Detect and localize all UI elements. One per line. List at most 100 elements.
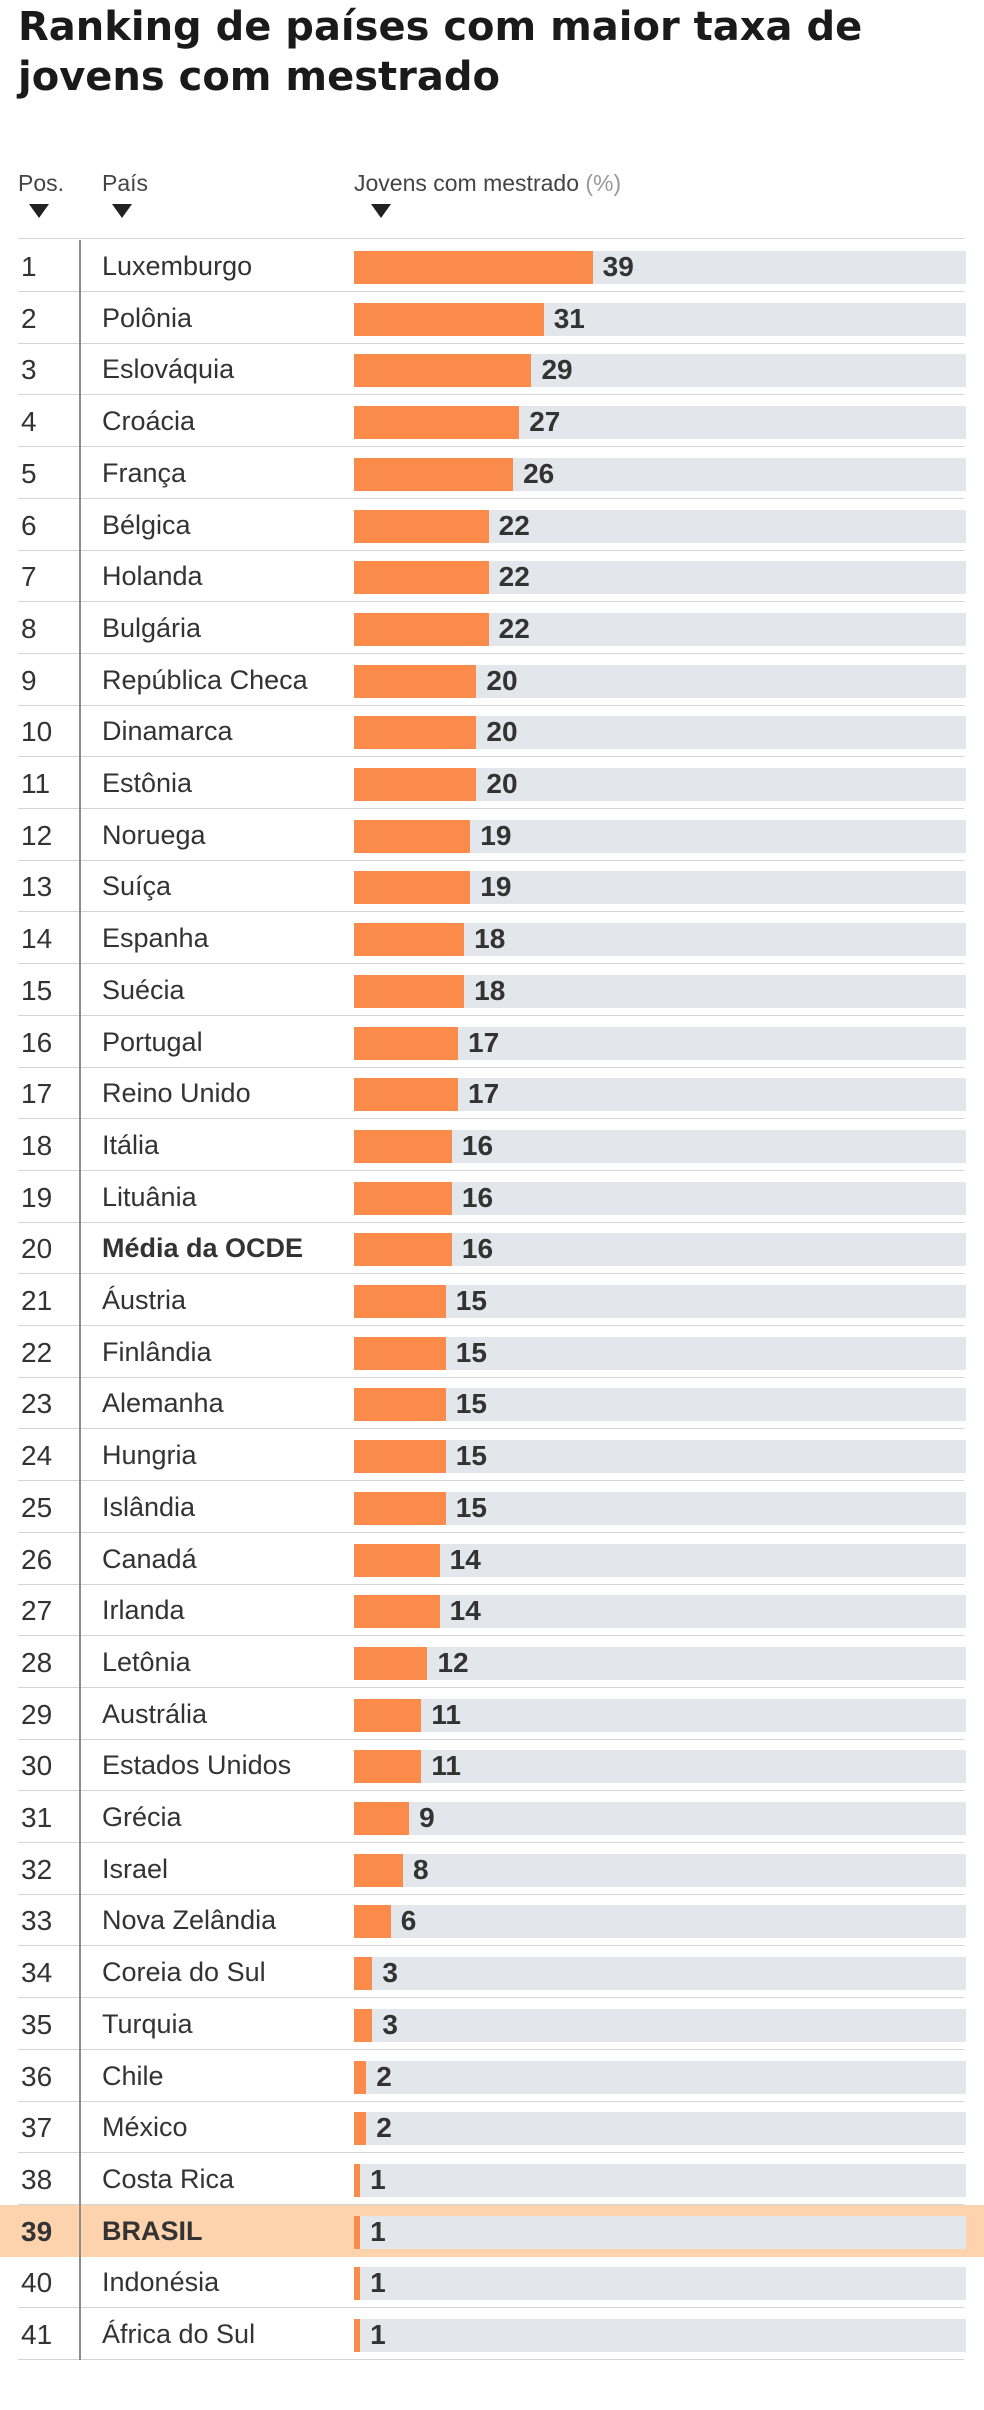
table-row: 7 Holanda 22 <box>0 550 984 603</box>
row-divider <box>18 1790 964 1792</box>
country-label: Noruega <box>102 819 206 850</box>
data-label: 16 <box>461 1129 494 1161</box>
data-label: 18 <box>474 923 506 955</box>
country-label: Hungria <box>102 1440 197 1471</box>
bar <box>354 2163 361 2197</box>
table-row: 9 República Checa 20 <box>0 654 984 706</box>
rank-label: 26 <box>21 1543 53 1575</box>
country-label: África do Sul <box>102 2319 256 2349</box>
rank-label: 25 <box>21 1491 53 1523</box>
data-label: 12 <box>437 1646 469 1678</box>
bar <box>354 1802 410 1835</box>
rank-label: 16 <box>21 1026 53 1058</box>
rank-label: 5 <box>21 457 37 489</box>
rank-label: 29 <box>21 1698 53 1730</box>
bar <box>354 871 471 905</box>
bar-track <box>354 1233 966 1267</box>
column-header-position: Pos. <box>18 170 65 196</box>
rank-label: 30 <box>21 1750 53 1782</box>
rank-label: 35 <box>21 2008 53 2040</box>
rank-label: 28 <box>21 1646 53 1678</box>
row-divider <box>18 1583 964 1585</box>
row-divider <box>18 1997 964 1999</box>
row-divider <box>18 1325 964 1326</box>
bar <box>354 302 544 336</box>
country-label: Espanha <box>102 923 209 954</box>
bar-track <box>354 2060 966 2094</box>
row-divider <box>18 911 964 913</box>
country-label: Israel <box>102 1853 169 1884</box>
bar <box>354 2319 361 2352</box>
table-row: 35 Turquia 3 <box>0 1998 984 2050</box>
table-row: 12 Noruega 19 <box>0 809 984 861</box>
bar-track <box>354 1646 966 1680</box>
rank-label: 7 <box>21 561 37 593</box>
row-divider <box>18 1635 964 1637</box>
bar <box>354 2112 367 2146</box>
data-label: 22 <box>498 509 530 541</box>
rank-label: 36 <box>21 2060 53 2092</box>
bar <box>354 251 593 284</box>
country-label: Canadá <box>102 1543 197 1574</box>
data-label: 2 <box>376 2112 392 2144</box>
data-label: 20 <box>486 716 518 748</box>
table-row: 5 França 26 <box>0 447 984 499</box>
row-divider <box>18 1221 964 1223</box>
data-label: 15 <box>455 1285 487 1316</box>
data-label: 16 <box>461 1233 494 1265</box>
country-label: Estônia <box>102 768 193 798</box>
table-row: 19 Lituânia 16 <box>0 1171 984 1223</box>
bar <box>354 406 520 440</box>
rank-label: 15 <box>21 974 53 1006</box>
country-label: Luxemburgo <box>102 251 253 281</box>
data-label: 14 <box>449 1543 481 1575</box>
data-label: 11 <box>431 1750 461 1782</box>
row-divider <box>18 497 964 499</box>
table-row: 23 Alemanha 15 <box>0 1377 984 1430</box>
rank-label: 4 <box>21 406 37 438</box>
country-label: Alemanha <box>102 1388 224 1419</box>
row-divider <box>18 859 964 861</box>
data-label: 19 <box>480 819 512 851</box>
country-label: República Checa <box>102 664 308 695</box>
table-row: 28 Letônia 12 <box>0 1636 984 1688</box>
column-header-value-label: Jovens com mestrado <box>354 170 579 196</box>
row-divider <box>18 394 964 396</box>
country-label: Bulgária <box>102 612 202 643</box>
bar <box>354 1750 422 1784</box>
row-divider <box>18 2152 964 2154</box>
bar-track <box>354 1181 966 1215</box>
country-label: Austrália <box>102 1698 208 1729</box>
bar-track <box>354 2319 966 2352</box>
table-row: 17 Reino Unido 17 <box>0 1067 984 1120</box>
data-label: 22 <box>498 612 530 644</box>
data-label: 11 <box>431 1698 461 1730</box>
table-row: 18 Itália 16 <box>0 1119 984 1171</box>
row-divider <box>18 1428 964 1430</box>
bar <box>354 1853 403 1887</box>
bar-track <box>354 1750 966 1784</box>
country-label: Irlanda <box>102 1595 185 1626</box>
chart-title: Ranking de países com maior taxa de jove… <box>18 4 863 100</box>
bar <box>354 354 532 388</box>
table-row: 37 México 2 <box>0 2101 984 2154</box>
table-row: 26 Canadá 14 <box>0 1533 984 1585</box>
table-row: 21 Áustria 15 <box>0 1274 984 1326</box>
bar <box>354 923 465 957</box>
bar-track <box>354 1129 966 1163</box>
country-label: Suécia <box>102 974 185 1005</box>
data-label: 14 <box>449 1595 481 1627</box>
row-divider <box>18 1118 964 1120</box>
country-label: Indonésia <box>102 2267 220 2298</box>
row-divider <box>18 1738 964 1740</box>
table-row: 38 Costa Rica 1 <box>0 2153 984 2205</box>
country-label: Portugal <box>102 1026 203 1057</box>
country-label: México <box>102 2112 188 2143</box>
country-label: Polônia <box>102 302 193 333</box>
rank-label: 18 <box>21 1129 53 1161</box>
data-label: 3 <box>382 1957 398 1989</box>
table-row: 36 Chile 2 <box>0 2050 984 2102</box>
data-label: 6 <box>400 1905 417 1937</box>
data-label: 15 <box>455 1440 487 1472</box>
